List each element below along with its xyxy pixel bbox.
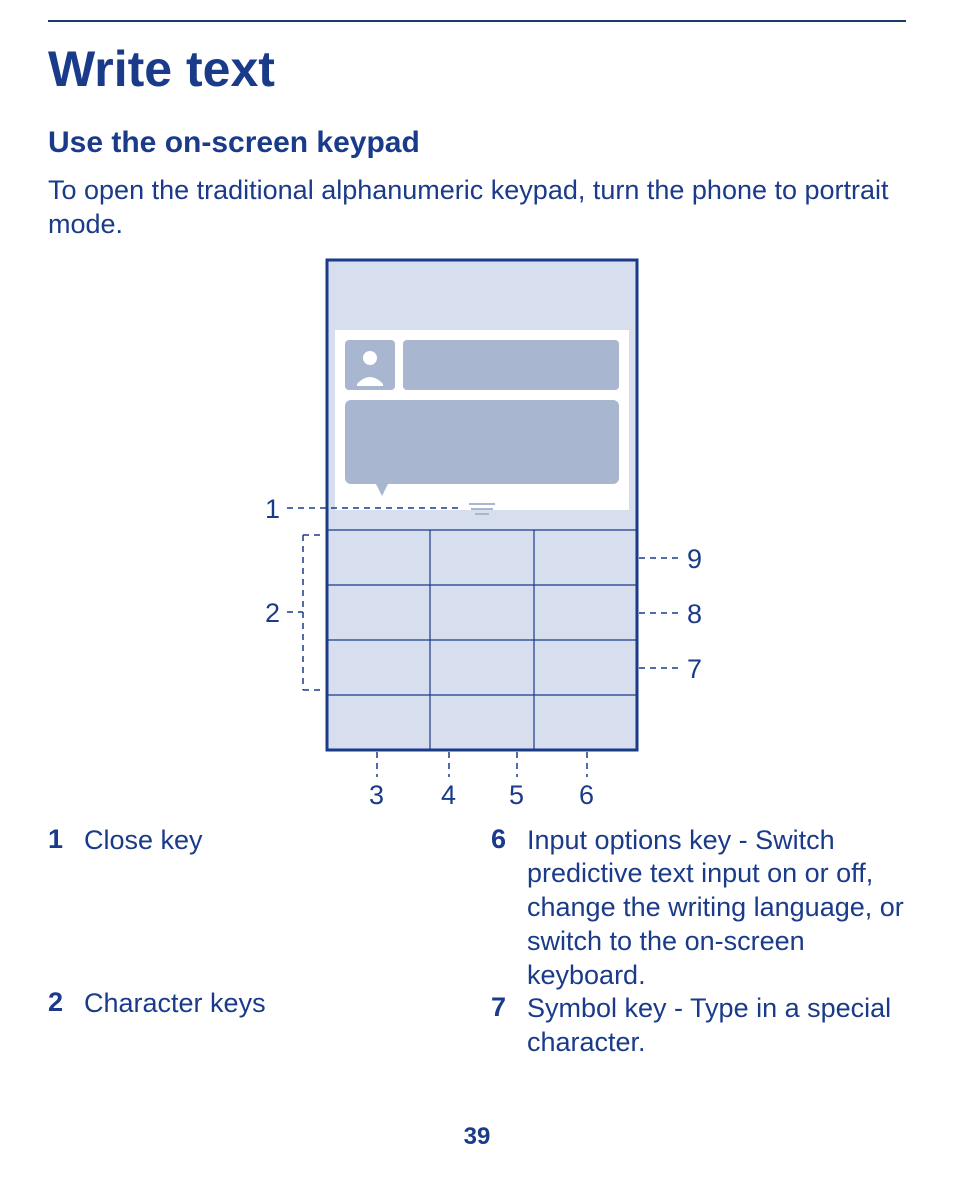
legend-row: 7 Symbol key - Type in a special charact… [491,992,906,1060]
keypad-svg: 1 2 9 8 7 3 4 5 6 [217,252,737,812]
message-bubble [345,400,619,484]
callout-3: 3 [369,780,384,810]
callout-1: 1 [265,494,280,524]
keypad-diagram: 1 2 9 8 7 3 4 5 6 [48,252,906,812]
page-number: 39 [0,1123,954,1151]
legend-row: 6 Input options key - Switch predictive … [491,824,906,993]
callout-7: 7 [687,654,702,684]
callout-6: 6 [579,780,594,810]
callout-2: 2 [265,598,280,628]
legend-left-col: 1 Close key 2 Character keys [48,824,463,1060]
legend-text: Input options key - Switch predictive te… [527,824,906,993]
callout-9: 9 [687,544,702,574]
legend-text: Character keys [84,987,266,1021]
legend-row: 1 Close key [48,824,463,858]
callout-4: 4 [441,780,456,810]
legend-text: Symbol key - Type in a special character… [527,992,906,1060]
legend-num: 7 [491,992,527,1023]
legend-num: 1 [48,824,84,855]
intro-text: To open the traditional alphanumeric key… [48,174,906,242]
callout-5: 5 [509,780,524,810]
chapter-title: Write text [48,40,906,98]
legend-row: 2 Character keys [48,987,463,1021]
legend-right-col: 6 Input options key - Switch predictive … [491,824,906,1060]
section-title: Use the on-screen keypad [48,126,906,160]
legend-num: 2 [48,987,84,1018]
legend-num: 6 [491,824,527,855]
legend: 1 Close key 2 Character keys 6 Input opt… [48,824,906,1060]
person-icon [363,351,377,365]
recipient-field [403,340,619,390]
callout-8: 8 [687,599,702,629]
legend-text: Close key [84,824,203,858]
top-rule [48,20,906,22]
